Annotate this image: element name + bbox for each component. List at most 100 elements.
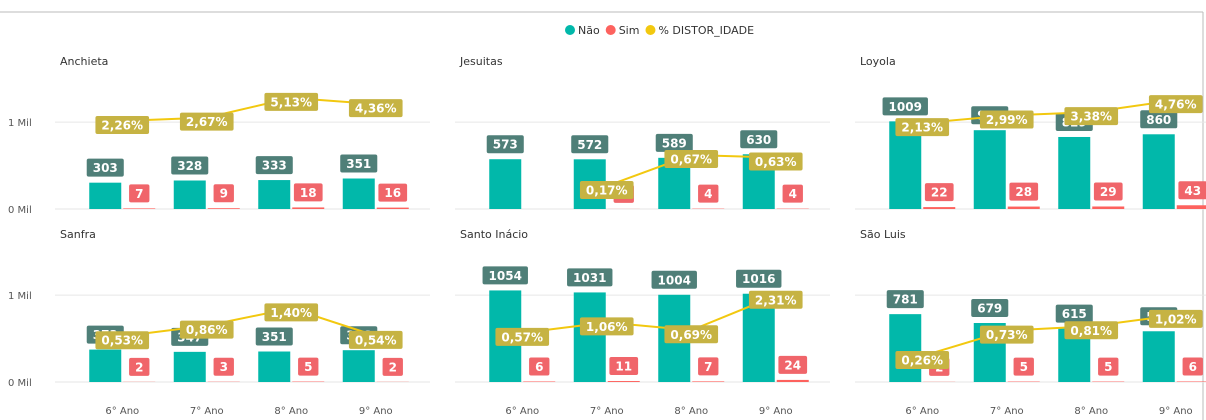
data-label: 0,53% [101,334,143,348]
bar [889,314,922,382]
data-label: 351 [346,157,371,171]
data-label-bg [1140,110,1178,129]
data-label-bg [664,150,719,169]
data-label: 18 [300,186,317,200]
data-label-bg [86,158,124,177]
data-label-bg [1148,95,1203,114]
data-label: 7 [704,360,712,374]
y-tick-label: 0 Mil [8,205,32,216]
data-label-bg [1064,107,1119,126]
data-label-bg [924,183,954,202]
data-label: 351 [262,330,287,344]
data-label: 1004 [658,273,691,287]
bar [173,351,206,382]
data-label: 2 [389,360,397,374]
data-label-bg [382,357,403,376]
data-label-bg [979,325,1034,344]
x-tick-label: 8° Ano [1074,406,1108,417]
bar [692,381,725,382]
data-label-bg [495,327,550,346]
bar [292,207,325,209]
data-label: 28 [1015,185,1032,199]
panel-title: Sanfra [60,228,96,241]
x-tick-label: 6° Ano [905,406,939,417]
data-label-bg [1178,181,1206,200]
bar [376,207,409,209]
data-label: 0,69% [670,328,712,342]
data-label: 2,26% [101,118,143,132]
data-label: 22 [931,186,948,200]
data-label-bg [651,270,697,289]
data-label-bg [782,184,803,203]
data-label: 0,63% [755,155,797,169]
data-label-bg [748,290,803,309]
x-tick-label: 7° Ano [590,406,624,417]
line [122,96,376,122]
bar [1092,206,1125,209]
panel-title: Santo Inácio [460,228,528,241]
x-tick-label: 7° Ano [190,406,224,417]
data-label: 333 [262,159,287,173]
data-label: 5 [1104,360,1112,374]
bar [923,207,956,209]
bar [342,350,375,382]
data-label: 2,99% [986,113,1028,127]
panel-title: Loyola [860,55,896,68]
data-label: 303 [93,161,118,175]
bar [776,379,809,382]
data-label-bg [664,325,719,344]
panel-title: São Luis [860,228,906,241]
data-label-bg [698,184,719,203]
data-label-bg [971,299,1009,318]
data-label-bg [255,156,293,175]
data-label: 1,06% [586,320,628,334]
data-label-bg [882,97,928,116]
data-label-bg [1098,357,1119,376]
data-label-bg [378,183,408,202]
data-label: 16 [384,186,401,200]
bar [173,180,206,209]
data-label-bg [736,269,782,288]
bar [1176,381,1206,382]
data-label-bg [579,181,634,200]
data-label: 572 [577,138,602,152]
legend: Não Sim % DISTOR_IDADE [565,24,754,37]
data-label: 3 [220,360,228,374]
data-label: 6 [1189,360,1197,374]
data-label-bg [293,183,323,202]
data-label: 0,73% [986,328,1028,342]
data-label-bg [348,99,403,118]
data-label-bg [340,154,378,173]
bar [573,292,606,382]
data-label: 2,13% [901,121,943,135]
data-label-bg [213,184,234,203]
data-label: 615 [1062,307,1087,321]
data-label: 2,67% [186,115,228,129]
data-label: 5 [304,360,312,374]
data-label-bg [886,290,924,309]
data-label: 679 [977,302,1002,316]
data-label: 0,26% [901,354,943,368]
bar [1058,136,1091,209]
bar [258,180,291,209]
data-label: 781 [893,293,918,307]
x-tick-label: 7° Ano [990,406,1024,417]
data-label-bg [264,303,319,322]
data-label: 0,54% [355,333,397,347]
data-label: 0,86% [186,323,228,337]
data-label-bg [179,112,234,131]
x-tick-label: 8° Ano [274,406,308,417]
bar [1176,205,1206,209]
data-label-bg [529,357,550,376]
bar [1007,206,1040,209]
line [922,99,1176,125]
bar [1142,134,1175,209]
legend-swatch [645,25,656,35]
bar [489,159,522,209]
data-label-bg [748,152,803,171]
data-label-bg [571,135,609,154]
legend-swatch [565,25,575,35]
data-label-bg [482,266,528,285]
data-label: 2 [135,360,143,374]
